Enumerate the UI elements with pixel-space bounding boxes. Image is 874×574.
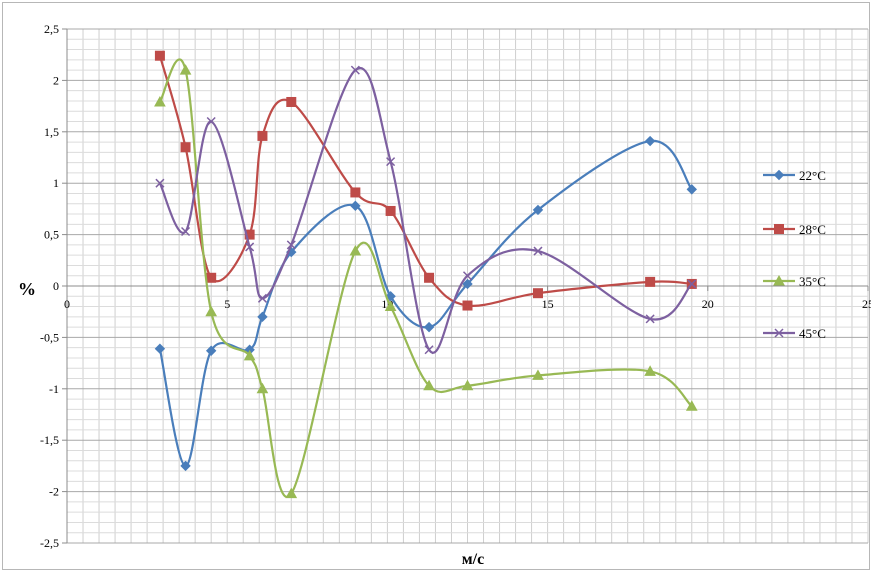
legend-label: 35°C bbox=[799, 274, 826, 289]
y-tick-label: -2 bbox=[49, 485, 59, 499]
data-point bbox=[686, 184, 697, 195]
data-point bbox=[350, 187, 361, 198]
legend-marker bbox=[773, 274, 785, 286]
legend-item: 35°C bbox=[763, 274, 826, 289]
data-point bbox=[349, 245, 362, 256]
legend-label: 28°C bbox=[799, 222, 826, 237]
data-point bbox=[644, 135, 656, 147]
data-point bbox=[461, 379, 474, 391]
series-1 bbox=[154, 135, 697, 472]
data-point bbox=[350, 200, 361, 212]
x-tick-label: 15 bbox=[542, 297, 554, 311]
data-point bbox=[205, 305, 218, 317]
data-point bbox=[687, 279, 697, 289]
data-point bbox=[285, 487, 298, 499]
data-point bbox=[462, 278, 473, 290]
data-point bbox=[423, 321, 435, 333]
data-point bbox=[286, 96, 297, 107]
data-point bbox=[644, 365, 656, 376]
data-point bbox=[385, 205, 396, 216]
legend-item: 45°C bbox=[763, 326, 826, 341]
y-tick-label: 2,5 bbox=[44, 22, 59, 36]
line-chart: 2,521,510,50-0,5-1-1,5-2-2,5 0 5 10 15 20 25 … bbox=[18, 22, 871, 568]
data-point bbox=[154, 50, 165, 61]
data-point bbox=[180, 460, 191, 472]
data-point bbox=[532, 204, 544, 216]
legend-label: 45°C bbox=[799, 326, 826, 341]
y-axis-label: % bbox=[18, 279, 36, 299]
data-point bbox=[257, 130, 268, 141]
data-point bbox=[205, 345, 217, 356]
data-point bbox=[350, 65, 360, 75]
data-point bbox=[244, 229, 255, 240]
y-tick-label: -0,5 bbox=[40, 330, 59, 344]
y-tick-label: 1,5 bbox=[44, 125, 59, 139]
data-point bbox=[533, 246, 543, 256]
series-4 bbox=[155, 65, 697, 355]
legend: 22°C 28°C 35°C 45°C bbox=[763, 168, 826, 341]
data-point bbox=[645, 314, 655, 324]
data-point bbox=[532, 369, 544, 380]
data-point bbox=[154, 343, 166, 354]
x-tick-label: 20 bbox=[702, 297, 714, 311]
data-point bbox=[286, 240, 296, 250]
data-point bbox=[424, 272, 435, 283]
data-point bbox=[257, 293, 267, 303]
legend-marker bbox=[774, 224, 784, 234]
y-tick-labels: 2,5 2 1,5 1 0,5 0 -0,5 -1 -1,5 -2 -2,5 bbox=[40, 22, 59, 550]
data-point bbox=[206, 116, 216, 127]
y-tick-label: -2,5 bbox=[40, 536, 59, 550]
legend-marker bbox=[773, 169, 785, 181]
data-point bbox=[206, 272, 217, 283]
legend-item: 28°C bbox=[763, 222, 826, 237]
series-3 bbox=[154, 58, 698, 499]
data-point bbox=[424, 345, 434, 355]
data-point bbox=[155, 178, 165, 188]
data-point bbox=[245, 242, 255, 252]
data-point bbox=[256, 382, 269, 394]
data-point bbox=[154, 95, 166, 107]
data-point bbox=[423, 379, 435, 391]
data-point bbox=[257, 311, 268, 323]
data-point bbox=[180, 142, 191, 153]
x-axis-label: м/с bbox=[462, 551, 484, 568]
series-line bbox=[158, 58, 693, 498]
y-tick-label: -1 bbox=[49, 382, 59, 396]
x-tick-label: 25 bbox=[862, 297, 871, 311]
y-tick-label: 2 bbox=[53, 73, 59, 87]
y-tick-label: 0,5 bbox=[44, 228, 59, 242]
data-point bbox=[532, 288, 543, 299]
legend-item: 22°C bbox=[763, 168, 826, 183]
series-group bbox=[154, 50, 698, 499]
data-point bbox=[181, 226, 191, 237]
data-point bbox=[462, 271, 473, 281]
y-tick-label: -1,5 bbox=[40, 433, 59, 447]
data-point bbox=[645, 276, 656, 287]
x-tick-label: 0 bbox=[64, 297, 70, 311]
legend-label: 22°C bbox=[799, 168, 826, 183]
series-2 bbox=[154, 50, 697, 311]
data-point bbox=[179, 64, 192, 75]
y-tick-label: 1 bbox=[53, 176, 59, 190]
y-tick-label: 0 bbox=[53, 279, 59, 293]
data-point bbox=[685, 400, 698, 411]
x-tick-label: 5 bbox=[224, 297, 230, 311]
data-point bbox=[243, 349, 256, 361]
data-point bbox=[384, 300, 397, 312]
data-point bbox=[386, 157, 396, 167]
legend-marker bbox=[774, 328, 784, 338]
data-point bbox=[462, 300, 473, 311]
